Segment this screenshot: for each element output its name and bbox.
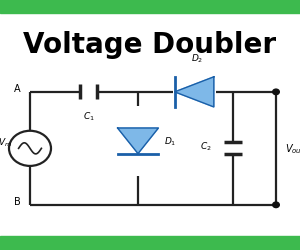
Text: B: B <box>14 196 21 206</box>
Text: $V_{out}$: $V_{out}$ <box>285 142 300 156</box>
Text: $C_1$: $C_1$ <box>82 110 94 122</box>
Polygon shape <box>118 128 158 154</box>
Text: $D_1$: $D_1$ <box>164 135 177 147</box>
Text: $V_m$: $V_m$ <box>0 136 11 149</box>
Circle shape <box>273 90 279 95</box>
Polygon shape <box>175 78 214 108</box>
Circle shape <box>273 202 279 208</box>
Text: $D_2$: $D_2$ <box>191 52 203 65</box>
Text: A: A <box>14 84 21 94</box>
Text: $C_2$: $C_2$ <box>200 140 212 152</box>
Text: Voltage Doubler: Voltage Doubler <box>23 31 277 59</box>
